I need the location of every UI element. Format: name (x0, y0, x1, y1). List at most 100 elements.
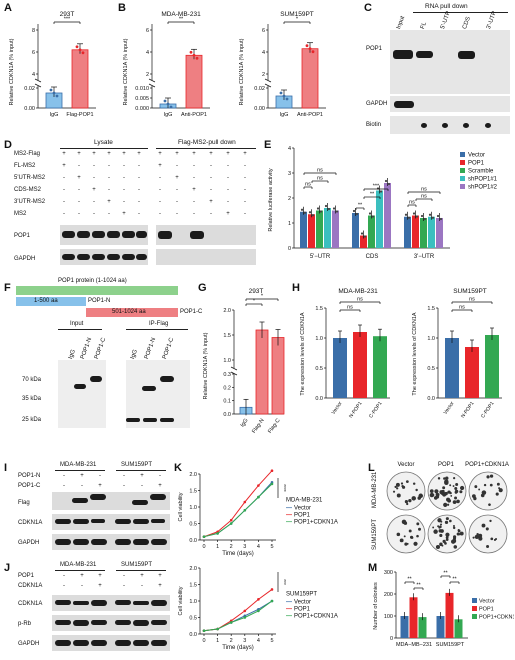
d-group-pulldown: Flag-MS2-pull down (178, 139, 236, 146)
colony (438, 529, 442, 533)
colony (445, 517, 449, 521)
bar-POP1 (445, 592, 454, 638)
colony (442, 486, 446, 490)
axis-break-2 (34, 83, 42, 88)
i-mark: - (63, 483, 65, 489)
data-point (420, 214, 424, 218)
y-tick-label: 0.0 (223, 412, 231, 418)
panel-label-j: J (4, 562, 11, 574)
legend-label: POP1 (294, 607, 311, 613)
l-row-sum: SUM159PT (372, 518, 378, 550)
j-blot-label-gapdh: GAPDH (18, 641, 40, 647)
data-point (311, 214, 315, 217)
legend-swatch (460, 152, 465, 157)
chart-title: MDA-MB-231 (338, 288, 378, 295)
d-mark: + (158, 163, 162, 169)
chart-g: 293T Relative CDKN1A (% input) 2.0 1.5 1.0 0.… (203, 288, 285, 435)
d-row-label: 5'UTR-MS2 (14, 175, 46, 181)
y-tick-label: 0.5 (315, 366, 323, 372)
bar-POP1 (412, 215, 419, 248)
point-POP1+CDKN1A (270, 599, 274, 603)
bar-Scramble (420, 218, 427, 248)
i-mark: - (141, 483, 143, 489)
sig-label: **** (280, 484, 286, 492)
c-blot-biotin (390, 116, 510, 134)
i-blot-label-cdkn1a: CDKN1A (18, 520, 43, 526)
sig-h-a: ns (459, 305, 465, 311)
f-marker-35: 35 kDa (22, 396, 42, 402)
x-tick-label: Vector (331, 400, 344, 415)
legend-label: POP1 (294, 513, 311, 519)
i-mark: - (159, 473, 161, 479)
d-mark: + (226, 151, 230, 157)
d-mark: - (123, 163, 125, 169)
d-mark: + (175, 175, 179, 181)
data-point (75, 45, 79, 49)
colony (404, 542, 408, 546)
colony (444, 479, 449, 484)
significance: * (296, 17, 299, 23)
j-mark: - (63, 573, 65, 579)
bar-shPOP1#1 (428, 216, 435, 248)
c-blot-pop1 (390, 30, 510, 94)
x-tick-label: C-POP1 (368, 401, 384, 420)
x-axis-label: Time (days) (222, 551, 253, 557)
data-point (404, 213, 408, 216)
d-mark: - (63, 211, 65, 217)
data-point (305, 44, 309, 48)
data-point (81, 51, 85, 55)
legend-swatch (460, 176, 465, 181)
data-point (311, 50, 315, 54)
significance: *** (64, 17, 71, 23)
d-mark: + (77, 151, 81, 157)
d-mark: - (138, 163, 140, 169)
y-tick-label: 200 (384, 592, 393, 598)
y-tick-label: 0.1 (223, 399, 231, 405)
d-mark: + (175, 151, 179, 157)
colony (416, 522, 420, 526)
c-lane-label: CDS (462, 16, 472, 31)
colony (450, 495, 453, 497)
d-mark: - (176, 163, 178, 169)
i-cell-1: MDA-MB-231 (60, 462, 97, 468)
x-tick-label: MDA−MB−231 (396, 642, 432, 648)
x-tick-label: Vector (443, 400, 456, 415)
c-blot-gapdh (390, 96, 510, 112)
legend-label: Scramble (468, 169, 494, 175)
x-tick-label: IgG (164, 112, 173, 118)
colony (400, 482, 404, 485)
colony (411, 496, 416, 501)
bar-shPOP1#1 (324, 208, 331, 248)
colony (454, 489, 459, 494)
i-mark: + (80, 473, 84, 479)
colony (429, 492, 434, 498)
colony (443, 502, 448, 507)
point-POP1 (243, 500, 247, 504)
y-tick-label: 0.0 (315, 396, 323, 402)
d-row-label: MS2-Flag (14, 151, 41, 157)
colony (446, 497, 451, 502)
y-tick-label: 0 (390, 636, 393, 642)
y-tick-label: 6 (32, 50, 35, 56)
rna-pulldown-header: RNA pull down (425, 3, 468, 10)
y-tick-label: 1.5 (223, 333, 231, 339)
sig-e1: ns (305, 182, 311, 188)
y-tick-label: 0.02 (254, 86, 265, 92)
colony (418, 527, 421, 531)
d-blot-pop1-lysate (60, 225, 148, 245)
l-col-vector: Vector (397, 462, 415, 468)
data-point (368, 212, 372, 215)
colony (445, 538, 449, 541)
i-mark: - (63, 473, 65, 479)
point-POP1+CDKN1A (243, 509, 247, 512)
colony (486, 475, 490, 479)
x-tick-label: SUM159PT (436, 642, 465, 648)
colony (459, 531, 464, 536)
y-tick-label: 1 (288, 221, 291, 227)
d-mark: - (138, 175, 140, 181)
y-tick-label: 8 (32, 28, 35, 34)
legend-swatch (472, 598, 477, 603)
d-mark: + (192, 151, 196, 157)
colony (453, 545, 458, 549)
